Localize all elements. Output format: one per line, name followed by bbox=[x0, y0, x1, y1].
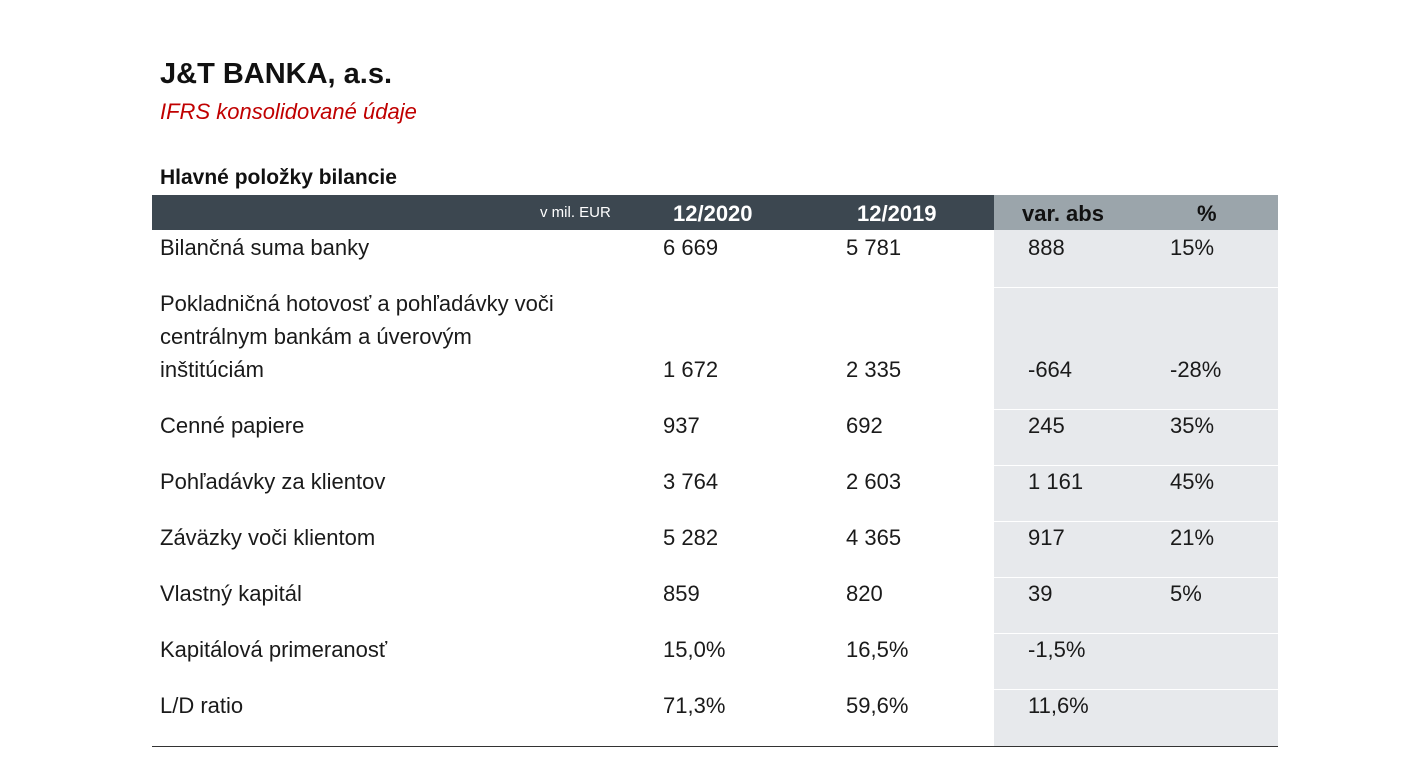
value-2020: 1 672 bbox=[663, 357, 719, 382]
row-separator bbox=[994, 465, 1278, 466]
column-header-2019: 12/2019 bbox=[857, 201, 937, 226]
value-2020: 3 764 bbox=[663, 469, 719, 494]
row-separator bbox=[994, 521, 1278, 522]
row-label: Záväzky voči klientom bbox=[160, 525, 376, 550]
table-bottom-border bbox=[152, 746, 1278, 747]
row-label-line-2: centrálnym bankám a úverovým bbox=[160, 324, 472, 349]
value-2019: 2 335 bbox=[846, 357, 902, 382]
value-2020: 15,0% bbox=[663, 637, 726, 662]
value-2019: 59,6% bbox=[846, 693, 909, 718]
value-var-abs: 917 bbox=[1028, 525, 1065, 550]
row-separator bbox=[994, 577, 1278, 578]
table-header-variance bbox=[994, 195, 1278, 230]
row-separator bbox=[994, 689, 1278, 690]
row-label: L/D ratio bbox=[160, 693, 244, 718]
value-var-abs: 11,6% bbox=[1028, 693, 1089, 718]
row-label-line-1: Pokladničná hotovosť a pohľadávky voči bbox=[160, 291, 554, 316]
balance-table: v mil. EUR 12/2020 12/2019 var. abs % Bi… bbox=[152, 195, 1278, 747]
value-2019: 4 365 bbox=[846, 525, 902, 550]
value-2019: 692 bbox=[846, 413, 883, 438]
variance-column-background bbox=[994, 195, 1278, 746]
value-var-percent: -28% bbox=[1170, 357, 1222, 382]
value-var-abs: -664 bbox=[1028, 357, 1073, 382]
value-2019: 16,5% bbox=[846, 637, 909, 662]
value-var-abs: 39 bbox=[1028, 581, 1053, 606]
row-label-line-3: inštitúciám bbox=[160, 357, 264, 382]
value-var-percent: 35% bbox=[1170, 413, 1215, 438]
value-2019: 2 603 bbox=[846, 469, 902, 494]
value-var-percent: 5% bbox=[1170, 581, 1202, 606]
value-var-abs: 245 bbox=[1028, 413, 1065, 438]
value-2020: 859 bbox=[663, 581, 700, 606]
row-label: Pohľadávky za klientov bbox=[160, 469, 386, 494]
value-var-percent: 45% bbox=[1170, 469, 1215, 494]
value-2020: 5 282 bbox=[663, 525, 719, 550]
value-var-percent: 15% bbox=[1170, 235, 1215, 260]
row-separator bbox=[994, 287, 1278, 288]
column-header-2020: 12/2020 bbox=[673, 201, 753, 226]
unit-label: v mil. EUR bbox=[540, 204, 611, 221]
value-2020: 6 669 bbox=[663, 235, 719, 260]
row-label: Kapitálová primeranosť bbox=[160, 637, 388, 662]
table-header-dark bbox=[152, 195, 994, 230]
row-label: Bilančná suma banky bbox=[160, 235, 370, 260]
value-var-percent: 21% bbox=[1170, 525, 1215, 550]
section-title: Hlavné položky bilancie bbox=[160, 166, 397, 189]
column-header-percent: % bbox=[1197, 201, 1217, 226]
value-var-abs: -1,5% bbox=[1028, 637, 1086, 662]
row-label: Cenné papiere bbox=[160, 413, 305, 438]
page-subtitle: IFRS konsolidované údaje bbox=[160, 99, 417, 124]
value-var-abs: 888 bbox=[1028, 235, 1065, 260]
row-separator bbox=[994, 633, 1278, 634]
value-2020: 937 bbox=[663, 413, 700, 438]
row-label: Vlastný kapitál bbox=[160, 581, 302, 606]
page-title: J&T BANKA, a.s. bbox=[160, 58, 393, 90]
value-2020: 71,3% bbox=[663, 693, 726, 718]
value-2019: 5 781 bbox=[846, 235, 902, 260]
row-separator bbox=[994, 409, 1278, 410]
column-header-var-abs: var. abs bbox=[1022, 201, 1104, 226]
value-2019: 820 bbox=[846, 581, 883, 606]
value-var-abs: 1 161 bbox=[1028, 469, 1084, 494]
